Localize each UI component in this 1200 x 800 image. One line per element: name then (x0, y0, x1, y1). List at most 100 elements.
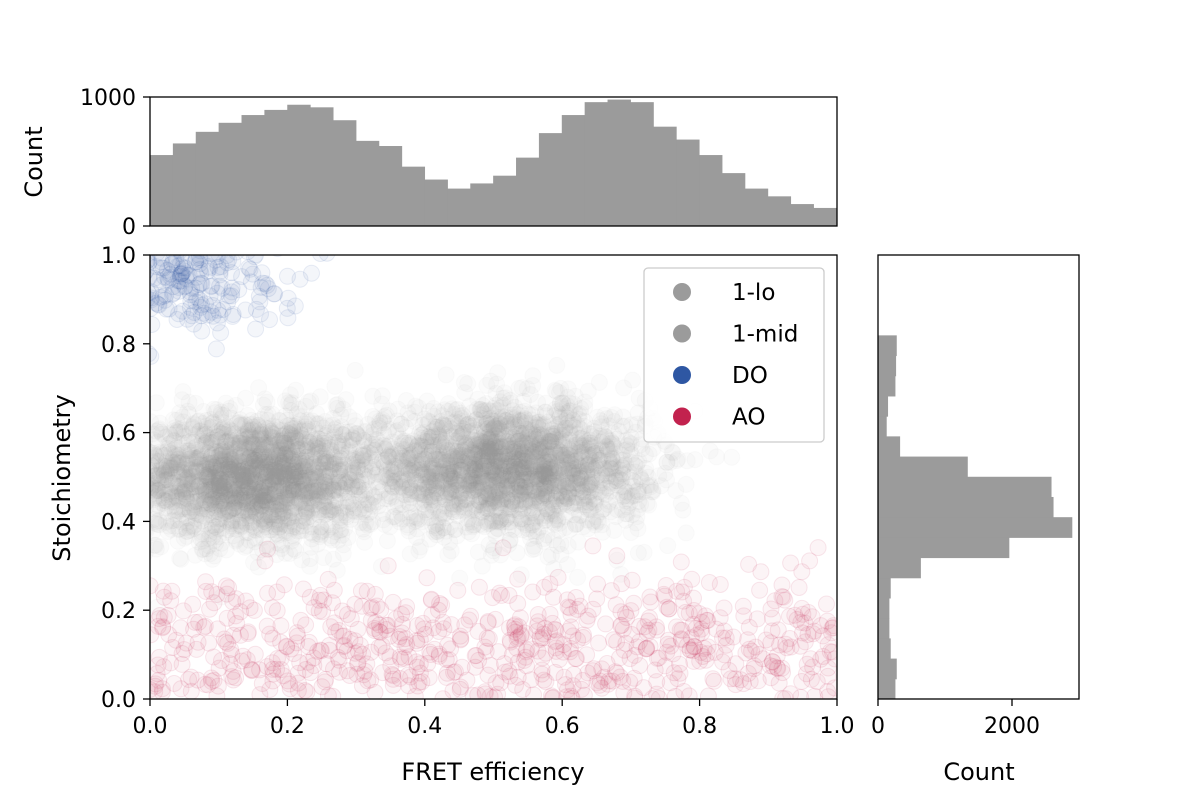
top-histogram-bar (196, 132, 219, 226)
scatter-point-1-mid (591, 374, 607, 390)
scatter-point-1-mid (616, 380, 632, 396)
scatter-point-1-lo (169, 456, 185, 472)
scatter-point-1-lo (251, 380, 267, 396)
scatter-point-1-mid (280, 450, 296, 466)
scatter-point-1-lo (155, 462, 171, 478)
scatter-point-1-lo (206, 548, 222, 564)
scatter-point-1-lo (134, 476, 150, 492)
scatter-point-1-lo (197, 492, 213, 508)
scatter-point-1-lo (247, 452, 263, 468)
top-histogram-bar (333, 120, 356, 226)
scatter-point-1-mid (374, 388, 390, 404)
scatter-point-1-mid (553, 536, 569, 552)
scatter-point-1-lo (327, 378, 343, 394)
scatter-point-1-lo (131, 489, 147, 505)
scatter-point-1-lo (198, 434, 214, 450)
scatter-point-1-mid (328, 397, 344, 413)
scatter-point-1-mid (514, 380, 530, 396)
top-histogram-bar (493, 176, 516, 226)
scatter-point-1-mid (678, 525, 694, 541)
scatter-point-1-mid (251, 506, 267, 522)
scatter-point-1-mid (660, 538, 676, 554)
top-histogram-bar (722, 173, 745, 226)
scatter-point-1-mid (297, 483, 313, 499)
top-y-tick-label: 0 (122, 215, 136, 240)
scatter-point-1-lo (134, 444, 150, 460)
scatter-point-1-lo (130, 458, 146, 474)
scatter-point-1-mid (438, 367, 454, 383)
top-histogram-bars (150, 100, 838, 226)
scatter-point-1-lo (312, 389, 328, 405)
scatter-point-1-mid (675, 502, 691, 518)
scatter-point-1-lo (136, 454, 152, 470)
scatter-point-1-lo (225, 500, 241, 516)
scatter-point-1-lo (213, 407, 229, 423)
scatter-point-1-lo (150, 448, 166, 464)
scatter-point-1-lo (135, 484, 151, 500)
top-histogram-bar (676, 140, 699, 226)
scatter-point-1-lo (133, 470, 149, 486)
top-histogram-bar (745, 189, 768, 226)
top-histogram-bar (585, 102, 608, 226)
top-histogram-bar (242, 115, 265, 226)
top-histogram-bar (768, 196, 791, 226)
top-histogram-bar (516, 158, 539, 226)
scatter-point-1-mid (619, 437, 635, 453)
scatter-point-1-lo (151, 422, 167, 438)
scatter-point-1-lo (158, 482, 174, 498)
scatter-point-1-lo (148, 395, 164, 411)
top-histogram-bar (173, 143, 196, 226)
scatter-point-1-mid (304, 467, 320, 483)
top-y-tick-label: 1000 (80, 86, 136, 111)
scatter-point-1-mid (549, 357, 565, 373)
scatter-point-1-lo (130, 479, 146, 495)
top-histogram-bar (150, 155, 173, 226)
scatter-point-1-mid (501, 507, 517, 523)
top-histogram-bar (219, 123, 242, 226)
scatter-point-1-lo (172, 550, 188, 566)
scatter-point-1-mid (336, 537, 352, 553)
top-y-ticks: 0 1000 (80, 86, 150, 240)
top-histogram-bar (379, 146, 402, 226)
scatter-point-1-lo (132, 493, 148, 509)
scatter-point-1-mid (678, 476, 694, 492)
top-histogram-bar (402, 167, 425, 226)
scatter-point-1-mid (379, 533, 395, 549)
scatter-point-1-mid (636, 544, 652, 560)
top-histogram-bar (310, 107, 333, 226)
scatter-point-1-mid (277, 393, 293, 409)
scatter-point-1-lo (283, 502, 299, 518)
scatter-point-1-mid (552, 385, 568, 401)
scatter-point-1-mid (536, 533, 552, 549)
scatter-point-1-mid (702, 443, 718, 459)
top-histogram: 0 1000 Count (20, 86, 838, 240)
scatter-point-1-mid (474, 558, 490, 574)
scatter-point-1-lo (179, 523, 195, 539)
scatter-point-1-mid (400, 405, 416, 421)
scatter-point-1-mid (490, 365, 506, 381)
scatter-point-1-lo (263, 423, 279, 439)
scatter-point-1-lo (208, 519, 224, 535)
scatter-point-1-mid (375, 412, 391, 428)
top-histogram-ylabel: Count (20, 126, 48, 197)
top-histogram-bar (813, 208, 836, 226)
main-scatter-panel: 0.0 0.2 0.4 0.6 0.8 1.0 0.00.20.40.60.81.0 FR… (48, 238, 855, 786)
scatter-point-1-lo (347, 362, 363, 378)
scatter-point-1-mid (332, 522, 348, 538)
scatter-point-1-lo (316, 550, 332, 566)
scatter-point-1-lo (309, 406, 325, 422)
scatter-point-1-mid (615, 409, 631, 425)
scatter-point-1-mid (470, 391, 486, 407)
scatter-point-1-mid (532, 519, 548, 535)
scatter-point-1-mid (317, 499, 333, 515)
scatter-point-1-mid (570, 569, 586, 585)
scatter-point-1-lo (211, 488, 227, 504)
scatter-point-1-lo (130, 465, 146, 481)
top-histogram-bar (791, 204, 814, 226)
scatter-point-1-mid (358, 515, 374, 531)
scatter-point-1-lo (161, 518, 177, 534)
scatter-point-1-mid (298, 450, 314, 466)
scatter-point-1-mid (318, 451, 334, 467)
scatter-point-1-lo (132, 482, 148, 498)
top-histogram-bar (539, 133, 562, 226)
